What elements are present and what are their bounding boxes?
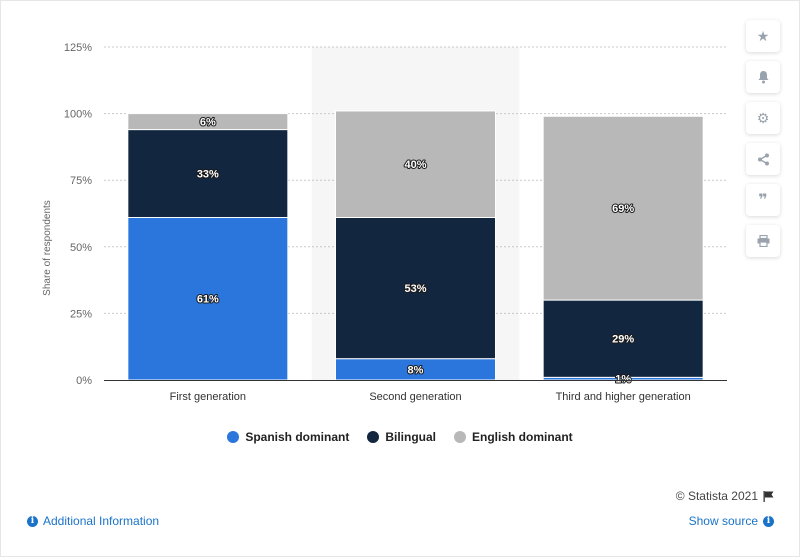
show-source-link[interactable]: Show source i [689, 514, 774, 528]
credit-text: © Statista 2021 [675, 489, 758, 503]
share-button[interactable] [746, 143, 780, 175]
chart-toolbar: ★ ⚙ ❞ [746, 20, 780, 257]
bell-icon [758, 71, 768, 84]
legend-marker [227, 431, 240, 443]
print-button[interactable] [746, 225, 780, 257]
data-label: 1% [615, 374, 631, 386]
data-label: 61% [197, 294, 219, 306]
legend-item-bilingual[interactable]: Bilingual [367, 430, 436, 444]
data-label: 29% [612, 334, 634, 346]
additional-information-link[interactable]: i Additional Information [27, 514, 159, 528]
gear-icon: ⚙ [756, 109, 770, 126]
legend-label: English dominant [472, 430, 573, 444]
info-icon: i [763, 515, 774, 527]
notification-button[interactable] [746, 61, 780, 93]
star-icon: ★ [756, 27, 770, 44]
share-icon [757, 153, 769, 165]
y-tick-label: 25% [70, 308, 92, 320]
data-label: 8% [408, 364, 424, 376]
cite-button[interactable]: ❞ [746, 184, 780, 216]
y-tick-label: 50% [70, 242, 92, 254]
x-tick-label: First generation [170, 391, 246, 403]
quote-icon: ❞ [758, 192, 768, 209]
data-label: 40% [404, 159, 426, 171]
data-label: 33% [197, 169, 219, 181]
legend-marker [454, 431, 466, 443]
y-tick-label: 125% [64, 42, 92, 54]
bar-segment[interactable] [127, 129, 289, 218]
y-axis-title: Share of respondents [42, 200, 53, 296]
legend-item-english-dominant[interactable]: English dominant [454, 430, 573, 444]
bar-segment[interactable] [542, 115, 704, 301]
x-tick-label: Second generation [369, 391, 461, 403]
legend-label: Bilingual [385, 430, 436, 444]
additional-information-label: Additional Information [43, 514, 160, 528]
bar-segment[interactable] [335, 216, 496, 360]
favorite-button[interactable]: ★ [746, 20, 780, 52]
legend-item-spanish-dominant[interactable]: Spanish dominant [227, 430, 349, 444]
y-tick-label: 0% [76, 375, 92, 387]
x-tick-label: Third and higher generation [556, 391, 691, 403]
statista-credit[interactable]: © Statista 2021 [676, 489, 774, 503]
data-label: 6% [200, 117, 216, 129]
info-icon: i [27, 515, 38, 527]
print-icon [757, 235, 769, 247]
legend-label: Spanish dominant [245, 430, 350, 444]
bar-segment[interactable] [542, 299, 704, 378]
bar-segment[interactable] [335, 110, 496, 218]
legend-marker [367, 431, 380, 443]
data-label: 53% [404, 283, 426, 295]
bar-segment[interactable] [127, 113, 289, 131]
y-tick-label: 75% [70, 175, 92, 187]
settings-button[interactable]: ⚙ [746, 102, 780, 134]
show-source-label: Show source [688, 514, 758, 528]
flag-icon [763, 490, 774, 502]
data-label: 69% [612, 203, 634, 215]
y-tick-label: 100% [64, 109, 92, 121]
chart-legend: Spanish dominant Bilingual English domin… [0, 430, 800, 444]
